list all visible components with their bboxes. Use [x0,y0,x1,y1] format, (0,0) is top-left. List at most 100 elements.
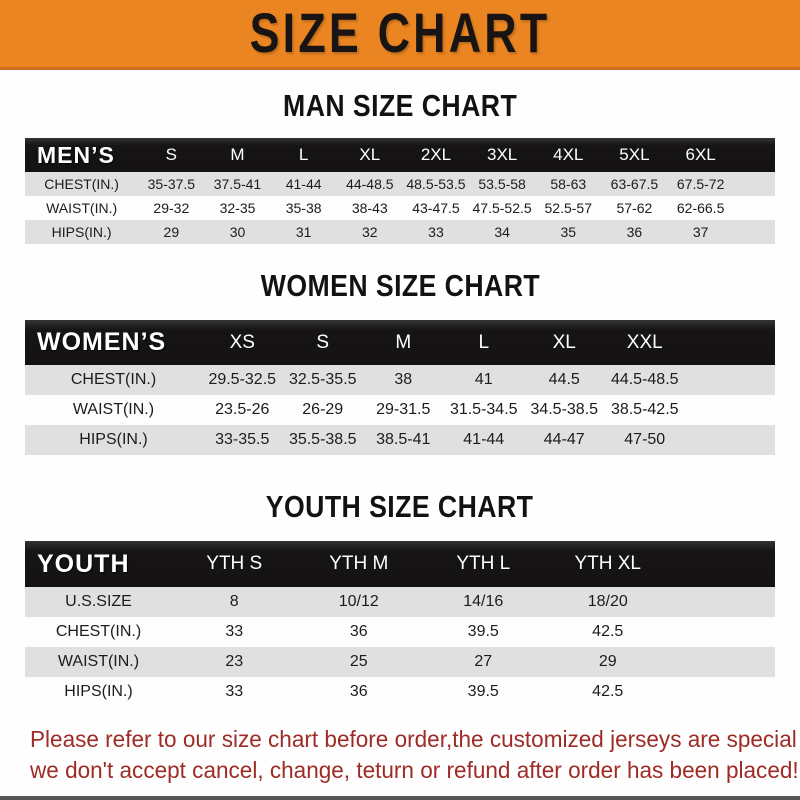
filler-cell [734,172,775,196]
youth-size-chart-heading: YOUTH SIZE CHART [266,489,534,524]
value-cell: 67.5-72 [676,176,725,192]
value-cell: 18/20 [587,593,628,610]
value-cell: 10/12 [338,593,379,610]
value-cell: 57-62 [616,200,653,216]
value-cell: 33 [225,683,244,700]
table-header-row: WOMEN’S XS S M L XL XXL [25,320,775,365]
filler-cell [670,677,775,707]
value-cell: 43-47.5 [412,200,460,216]
table-row: HIPS(IN.) 29 30 31 32 33 34 35 36 37 [25,220,775,244]
value-cell: 35.5-38.5 [288,431,357,448]
value-cell: 36 [349,623,368,640]
value-cell: 39.5 [467,683,499,700]
table-row: WAIST(IN.) 23.5-26 26-29 29-31.5 31.5-34.5 34… [25,395,775,425]
youth-size-table: YOUTH YTH S YTH M YTH L YTH XL U.S.SIZE 8 10/12… [25,541,775,707]
size-header-cell: 6XL [685,145,716,164]
filler-cell [670,617,775,647]
size-header-cell: 5XL [619,145,650,164]
filler-cell [670,541,775,587]
value-cell: 37 [692,224,709,240]
filler-cell [734,138,775,172]
filler-cell [685,425,775,455]
table-row: CHEST(IN.) 33 36 39.5 42.5 [25,617,775,647]
disclaimer-line-2: we don't accept cancel, change, teturn o… [30,757,799,783]
value-cell: 29 [598,653,617,670]
disclaimer-text: Please refer to our size chart before or… [30,724,800,786]
value-cell: 33-35.5 [215,431,270,448]
row-label-cell: HIPS(IN.) [51,224,112,240]
size-header-cell: 3XL [486,145,518,164]
size-header-cell: 4XL [553,145,584,164]
value-cell: 31.5-34.5 [449,401,518,418]
value-cell: 14/16 [463,593,504,610]
value-cell: 52.5-57 [544,200,592,216]
filler-cell [670,587,775,617]
size-header-cell: XXL [626,331,663,353]
value-cell: 38.5-42.5 [610,401,679,418]
size-header-cell: YTH S [206,553,263,574]
value-cell: 27 [474,653,493,670]
value-cell: 38-43 [351,200,388,216]
size-header-cell: L [298,145,309,164]
value-cell: 36 [349,683,368,700]
value-cell: 31 [295,224,312,240]
size-header-cell: L [478,331,490,353]
table-row: WAIST(IN.) 23 25 27 29 [25,647,775,677]
value-cell: 35 [560,224,577,240]
value-cell: 38 [394,371,413,388]
value-cell: 34.5-38.5 [530,401,599,418]
size-header-cell: M [230,145,245,164]
value-cell: 41 [474,371,493,388]
filler-cell [670,647,775,677]
table-row: WAIST(IN.) 29-32 32-35 35-38 38-43 43-47.5 47.… [25,196,775,220]
row-label-cell: WAIST(IN.) [57,653,140,670]
value-cell: 29-31.5 [376,401,431,418]
row-label-cell: WAIST(IN.) [72,401,155,418]
value-cell: 58-63 [550,176,587,192]
value-cell: 63-67.5 [610,176,659,192]
size-header-cell: XL [552,331,576,353]
value-cell: 41-44 [463,431,505,448]
value-cell: 44-47 [543,431,585,448]
banner-title: SIZE CHART [249,1,551,64]
value-cell: 23 [225,653,244,670]
value-cell: 44-48.5 [346,176,394,192]
value-cell: 34 [494,224,510,240]
value-cell: 35-38 [285,200,322,216]
value-cell: 32-35 [219,200,256,216]
man-size-chart-heading: MAN SIZE CHART [282,88,518,123]
value-cell: 41-44 [285,176,322,192]
size-chart-banner: SIZE CHART [0,0,800,70]
filler-cell [685,365,775,395]
row-label-cell: HIPS(IN.) [64,683,133,700]
value-cell: 47.5-52.5 [472,200,532,216]
women-size-chart-heading: WOMEN SIZE CHART [260,268,540,303]
size-header-cell: XL [359,145,381,164]
filler-cell [685,395,775,425]
value-cell: 42.5 [592,683,624,700]
size-header-cell: XS [229,331,255,353]
row-label-cell: U.S.SIZE [65,593,132,610]
row-label-cell: HIPS(IN.) [79,431,148,448]
row-label-cell: CHEST(IN.) [44,176,119,192]
value-cell: 33 [225,623,244,640]
filler-cell [734,196,775,220]
value-cell: 53.5-58 [478,176,526,192]
value-cell: 44.5-48.5 [610,371,679,388]
table-row: U.S.SIZE 8 10/12 14/16 18/20 [25,587,775,617]
value-cell: 47-50 [624,431,666,448]
value-cell: 32 [362,224,378,240]
value-cell: 48.5-53.5 [406,176,466,192]
value-cell: 38.5-41 [376,431,431,448]
table-row: HIPS(IN.) 33 36 39.5 42.5 [25,677,775,707]
table-header-row: MEN’S S M L XL 2XL 3XL 4XL 5XL 6XL [25,138,775,172]
man-size-table: MEN’S S M L XL 2XL 3XL 4XL 5XL 6XL CHEST(IN.) 35-37… [25,138,775,244]
table-row: CHEST(IN.) 35-37.5 37.5-41 41-44 44-48.5 48.5… [25,172,775,196]
value-cell: 33 [428,224,444,240]
filler-cell [685,320,775,365]
row-label-cell: CHEST(IN.) [70,371,157,388]
value-cell: 42.5 [592,623,624,640]
size-header-cell: M [395,331,412,353]
value-cell: 35-37.5 [147,176,196,192]
